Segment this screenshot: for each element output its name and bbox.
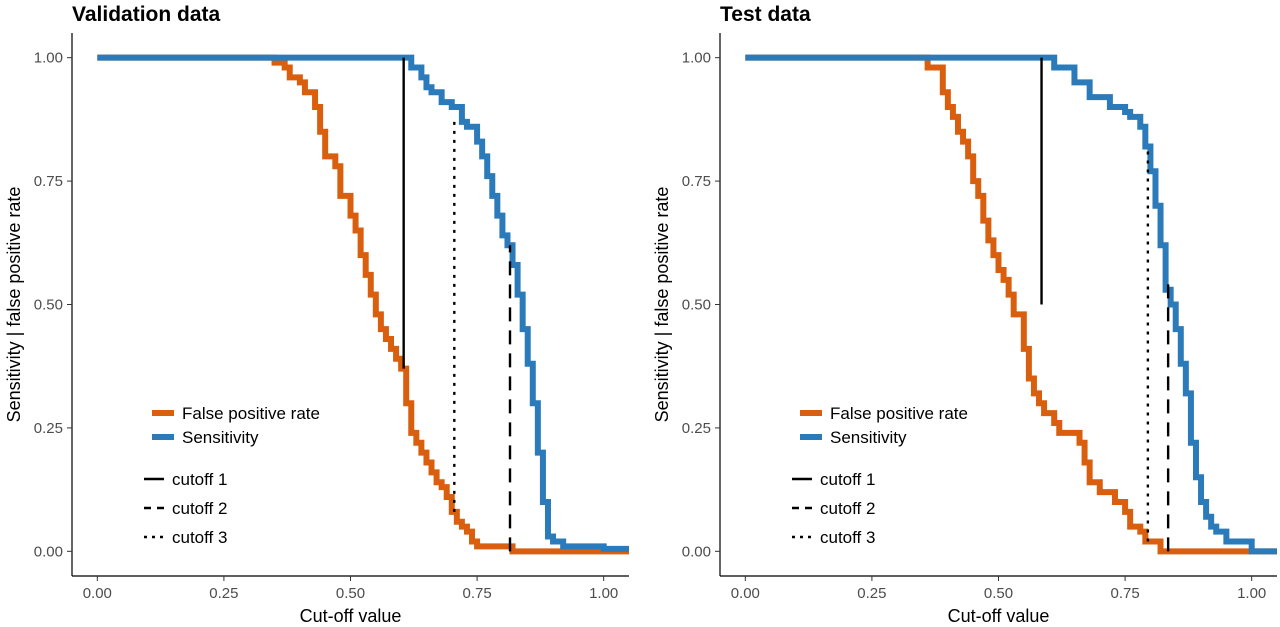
- legend-label-cutoff: cutoff 1: [820, 470, 875, 489]
- x-tick-label: 0.25: [857, 585, 886, 602]
- y-tick-label: 0.00: [34, 543, 63, 560]
- legend: False positive rate Sensitivity cutoff 1 cu…: [144, 404, 320, 547]
- legend: False positive rate Sensitivity cutoff 1 cu…: [792, 404, 968, 547]
- y-axis-title: Sensitivity | false positive rate: [652, 187, 672, 423]
- legend-label-cutoff: cutoff 3: [172, 528, 227, 547]
- chart-panel-2: Test data 0.00 0.25 0.50 0.75 1.00 0.00 0.25 0.5…: [652, 3, 1277, 626]
- y-tick-label: 1.00: [34, 50, 63, 67]
- x-axis-title: Cut-off value: [300, 606, 402, 626]
- legend-label-series: False positive rate: [830, 404, 968, 423]
- series-line-sensitivity: [745, 54, 1277, 555]
- legend-label-series: False positive rate: [182, 404, 320, 423]
- x-tick-label: 0.00: [731, 585, 760, 602]
- x-tick-label: 0.75: [1110, 585, 1139, 602]
- chart-panel-1: Validation data 0.00 0.25 0.50 0.75 1.00 0.00 0…: [4, 3, 629, 626]
- y-tick-label: 0.00: [682, 543, 711, 560]
- y-tick-label: 1.00: [682, 50, 711, 67]
- x-tick-label: 0.00: [83, 585, 112, 602]
- x-tick-label: 0.50: [336, 585, 365, 602]
- series-line-sensitivity: [97, 54, 629, 552]
- chart-title: Validation data: [72, 3, 221, 26]
- x-tick-label: 0.25: [209, 585, 238, 602]
- legend-label-cutoff: cutoff 1: [172, 470, 227, 489]
- x-tick-label: 1.00: [1237, 585, 1266, 602]
- legend-label-series: Sensitivity: [830, 428, 907, 447]
- y-tick-label: 0.50: [682, 297, 711, 314]
- y-tick-label: 0.25: [682, 420, 711, 437]
- y-tick-label: 0.75: [34, 173, 63, 190]
- y-axis-title: Sensitivity | false positive rate: [4, 187, 24, 423]
- y-tick-label: 0.50: [34, 297, 63, 314]
- x-tick-label: 0.50: [984, 585, 1013, 602]
- legend-label-series: Sensitivity: [182, 428, 259, 447]
- legend-label-cutoff: cutoff 3: [820, 528, 875, 547]
- x-tick-label: 0.75: [462, 585, 491, 602]
- y-tick-label: 0.75: [682, 173, 711, 190]
- series-line-false-positive-rate: [97, 54, 629, 555]
- legend-label-cutoff: cutoff 2: [172, 499, 227, 518]
- x-tick-label: 1.00: [589, 585, 618, 602]
- x-axis-title: Cut-off value: [948, 606, 1050, 626]
- legend-label-cutoff: cutoff 2: [820, 499, 875, 518]
- y-tick-label: 0.25: [34, 420, 63, 437]
- chart-title: Test data: [720, 3, 811, 26]
- series-line-false-positive-rate: [745, 54, 1277, 555]
